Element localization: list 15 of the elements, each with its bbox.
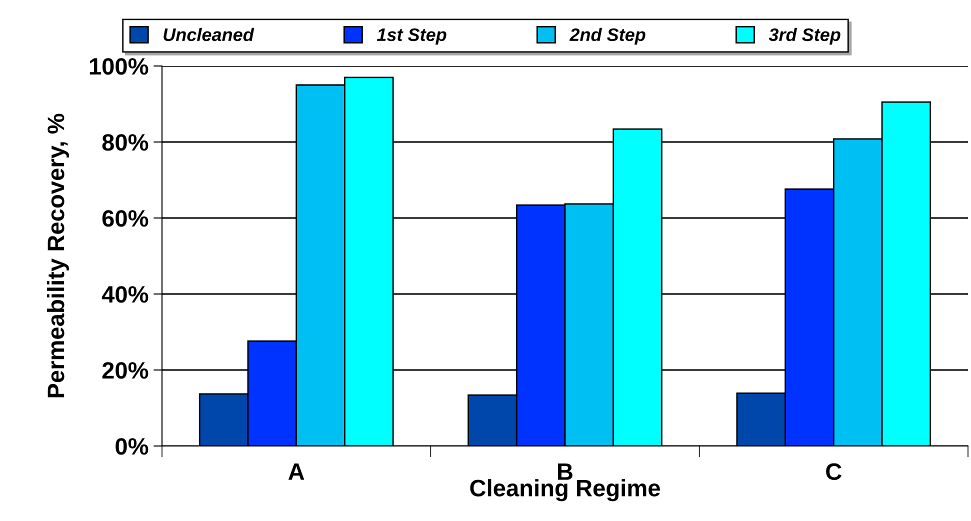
y-tick-label: 40% xyxy=(102,286,148,303)
y-tick-label: 0% xyxy=(116,438,148,455)
y-tick-label: 80% xyxy=(102,134,148,151)
y-tick-label: 20% xyxy=(102,362,148,379)
x-tick-label: B xyxy=(558,464,572,480)
legend-label: Uncleaned xyxy=(164,28,254,42)
legend-label: 2nd Step xyxy=(569,28,646,45)
y-tick-label: 100% xyxy=(90,58,148,75)
legend-label: 1st Step xyxy=(376,28,446,45)
y-axis-title: Permeability Recovery, % xyxy=(46,114,69,398)
x-axis-title: Cleaning Regime xyxy=(470,479,660,502)
x-tick-label: A xyxy=(288,464,304,480)
x-tick-label: C xyxy=(826,463,842,480)
legend-label: 3rd Step xyxy=(768,28,840,45)
y-tick-label: 60% xyxy=(102,210,148,227)
